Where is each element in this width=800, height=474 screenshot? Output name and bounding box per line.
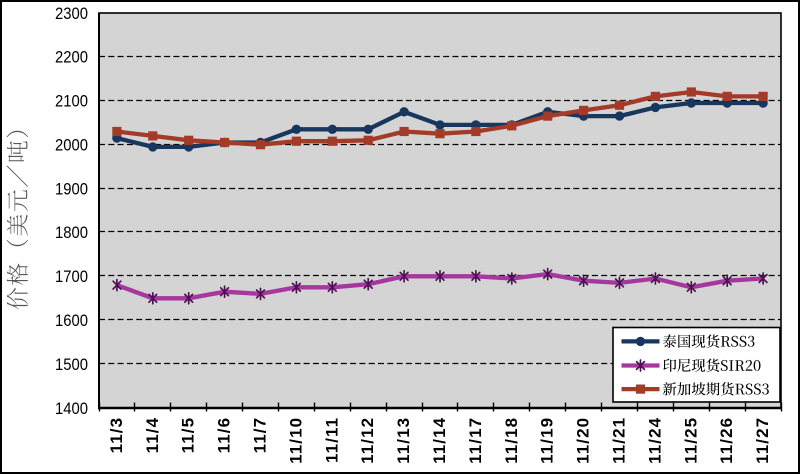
- svg-text:1500: 1500: [55, 356, 88, 374]
- svg-text:11/25: 11/25: [681, 417, 700, 464]
- svg-text:11/27: 11/27: [753, 417, 772, 464]
- svg-text:2000: 2000: [55, 137, 88, 155]
- svg-text:1800: 1800: [55, 224, 88, 242]
- svg-text:11/3: 11/3: [107, 417, 126, 454]
- svg-text:1400: 1400: [55, 400, 88, 418]
- svg-text:11/24: 11/24: [645, 417, 664, 464]
- svg-text:11/18: 11/18: [502, 417, 521, 464]
- svg-text:11/21: 11/21: [610, 417, 629, 464]
- svg-text:11/7: 11/7: [251, 417, 270, 454]
- svg-text:11/14: 11/14: [430, 417, 449, 464]
- svg-text:11/19: 11/19: [538, 417, 557, 464]
- svg-text:11/17: 11/17: [466, 417, 485, 464]
- svg-text:11/11: 11/11: [322, 417, 341, 463]
- svg-text:1600: 1600: [55, 312, 88, 330]
- svg-text:11/6: 11/6: [215, 417, 234, 454]
- svg-text:11/10: 11/10: [286, 417, 305, 464]
- svg-text:2300: 2300: [55, 5, 88, 23]
- svg-text:11/13: 11/13: [394, 417, 413, 464]
- svg-text:11/4: 11/4: [143, 417, 162, 454]
- svg-text:11/5: 11/5: [179, 417, 198, 454]
- svg-text:11/20: 11/20: [574, 417, 593, 464]
- svg-text:2100: 2100: [55, 93, 88, 111]
- svg-text:11/26: 11/26: [717, 417, 736, 464]
- svg-text:2200: 2200: [55, 49, 88, 67]
- svg-text:1700: 1700: [55, 268, 88, 286]
- svg-text:1900: 1900: [55, 180, 88, 198]
- svg-text:11/12: 11/12: [358, 417, 377, 464]
